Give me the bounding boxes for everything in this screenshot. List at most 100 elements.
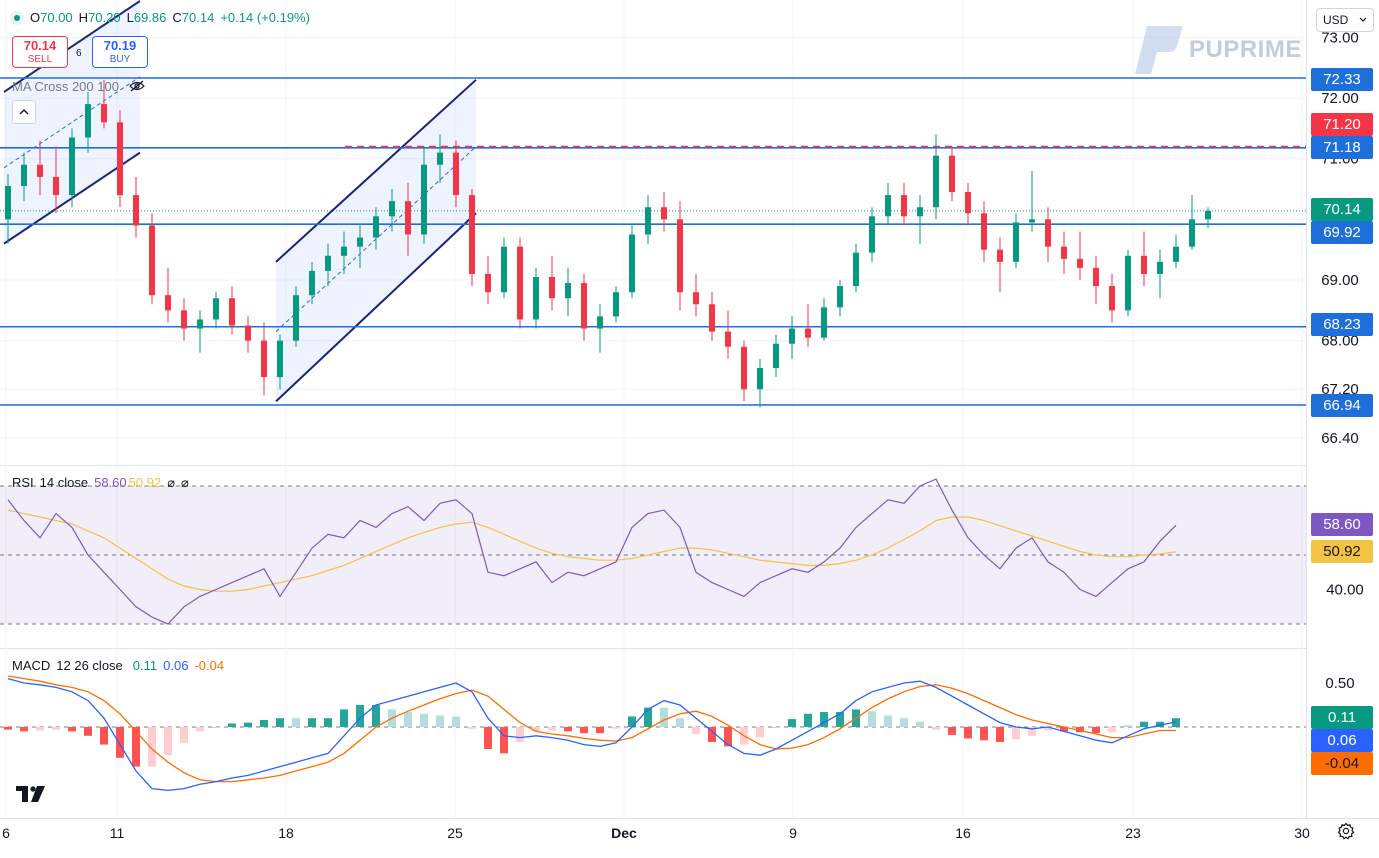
- macd-histogram-bar: [292, 718, 300, 727]
- x-tick-label: Dec: [611, 825, 637, 841]
- candle-body: [853, 252, 859, 287]
- candle-body: [293, 295, 299, 341]
- candle-body: [1013, 222, 1019, 262]
- x-tick-label: 25: [447, 825, 463, 841]
- candle-body: [981, 213, 987, 250]
- price-axis-tag: 71.20: [1323, 116, 1361, 133]
- macd-histogram-bar: [436, 715, 444, 727]
- candle-body: [869, 216, 875, 253]
- chevron-down-icon: [1359, 17, 1367, 22]
- macd-histogram-bar: [500, 727, 508, 754]
- y-tick-label: 67.20: [1321, 381, 1359, 398]
- candle-body: [725, 331, 731, 347]
- candle-body: [789, 328, 795, 344]
- buy-button[interactable]: 70.19 BUY: [92, 36, 148, 68]
- ohlc-legend: O 70.00 H 70.20 L 69.86 C 70.14 +0.14 (+0.19…: [10, 10, 310, 25]
- grid-lines: [0, 0, 1379, 819]
- rsi-axis-tag: 58.60: [1323, 516, 1361, 533]
- candle-body: [277, 340, 283, 378]
- candle-body: [1157, 261, 1163, 274]
- macd-histogram-bar: [260, 719, 268, 727]
- candle-body: [901, 195, 907, 217]
- currency-select[interactable]: USD: [1316, 8, 1374, 32]
- rsi-pane: [0, 478, 1306, 625]
- candle-body: [357, 237, 363, 247]
- candle-body: [885, 195, 891, 217]
- macd-histogram-bar: [820, 712, 828, 727]
- price-axis-tag-bg: [1311, 198, 1373, 221]
- candle-body: [21, 164, 27, 186]
- channel-upper-line: [3, 0, 141, 93]
- candle-body: [1173, 246, 1179, 262]
- rsi-legend[interactable]: RSI 14 close 58.60 50.92 ⌀ ⌀: [12, 475, 189, 491]
- candle-body: [549, 276, 555, 299]
- candle-body: [517, 246, 523, 320]
- price-axis-tag-bg: [1311, 221, 1373, 244]
- candle-body: [341, 246, 347, 256]
- candle-body: [37, 164, 43, 177]
- macd-line: [7, 677, 1177, 792]
- macd-hist-axis-tag: 0.11: [1328, 709, 1356, 726]
- macd-histogram-bar: [836, 712, 844, 727]
- rsi-legend-name: RSI: [12, 475, 34, 490]
- x-axis: 6 11 18 25 Dec 9 16 23 30: [2, 825, 1310, 841]
- candle-body: [1077, 258, 1083, 268]
- candle-body: [1093, 267, 1099, 287]
- rsi-ma-axis-tag-bg: [1311, 540, 1373, 563]
- settings-gear-icon[interactable]: [1337, 822, 1355, 840]
- macd-histogram-bar: [212, 727, 220, 728]
- horizontal-levels: [0, 77, 1306, 406]
- candle-body: [1125, 255, 1131, 311]
- price-axis-tag: 66.94: [1323, 397, 1361, 414]
- tradingview-logo-icon[interactable]: [16, 786, 48, 802]
- candle-body: [165, 295, 171, 311]
- candle-body: [597, 316, 603, 329]
- macd-histogram-bar: [324, 718, 332, 727]
- macd-legend-value: 0.06: [163, 658, 189, 673]
- macd-legend-name: MACD: [12, 658, 51, 673]
- macd-histogram-bar: [980, 727, 988, 741]
- candle-body: [933, 155, 939, 208]
- candle-body: [997, 249, 1003, 262]
- macd-histogram-bar: [228, 723, 236, 727]
- sell-button[interactable]: 70.14 SELL: [12, 36, 68, 68]
- candle-body: [501, 246, 507, 293]
- macd-histogram-bar: [484, 727, 492, 749]
- macd-histogram-bar: [660, 707, 668, 727]
- x-tick-label: 11: [110, 825, 125, 841]
- macd-histogram-bar: [900, 718, 908, 727]
- macd-histogram-bar: [708, 727, 716, 742]
- candle-body: [565, 283, 571, 299]
- candle-body: [533, 276, 539, 320]
- macd-histogram-bar: [884, 715, 892, 727]
- y-tick-label: 68.00: [1321, 333, 1359, 350]
- candle-body: [1141, 255, 1147, 274]
- low-label: L: [126, 10, 134, 25]
- price-axis-tag-bg: [1311, 313, 1373, 336]
- x-tick-label: 30: [1294, 825, 1310, 841]
- spread-value: 6: [76, 48, 82, 59]
- macd-histogram-bar: [932, 727, 940, 730]
- candle-body: [821, 307, 827, 338]
- macd-histogram-bar: [148, 727, 156, 767]
- rsi-line: [7, 478, 1177, 625]
- candle-body: [453, 152, 459, 196]
- macd-histogram-bar: [4, 727, 12, 730]
- signal-axis-tag-bg: [1311, 752, 1373, 775]
- candle-body: [837, 286, 843, 308]
- macd-legend[interactable]: MACD 12 26 close 0.11 0.06 -0.04: [12, 658, 224, 673]
- collapse-legend-button[interactable]: [12, 100, 36, 124]
- y-axis: 73.0072.0071.0069.0068.0067.2066.4040.00…: [1307, 0, 1379, 818]
- price-axis-tag: 72.33: [1323, 71, 1361, 88]
- macd-histogram-bar: [868, 711, 876, 727]
- macd-histogram-bar: [996, 727, 1004, 742]
- hidden-eye-icon[interactable]: [128, 80, 145, 92]
- candle-body: [1061, 246, 1067, 259]
- candle-body: [581, 283, 587, 329]
- ma-legend[interactable]: MA Cross 200 100: [12, 79, 145, 94]
- y-tick-label: 73.00: [1321, 29, 1359, 46]
- macd-histogram-bar: [404, 712, 412, 727]
- macd-histogram-bar: [1172, 718, 1180, 727]
